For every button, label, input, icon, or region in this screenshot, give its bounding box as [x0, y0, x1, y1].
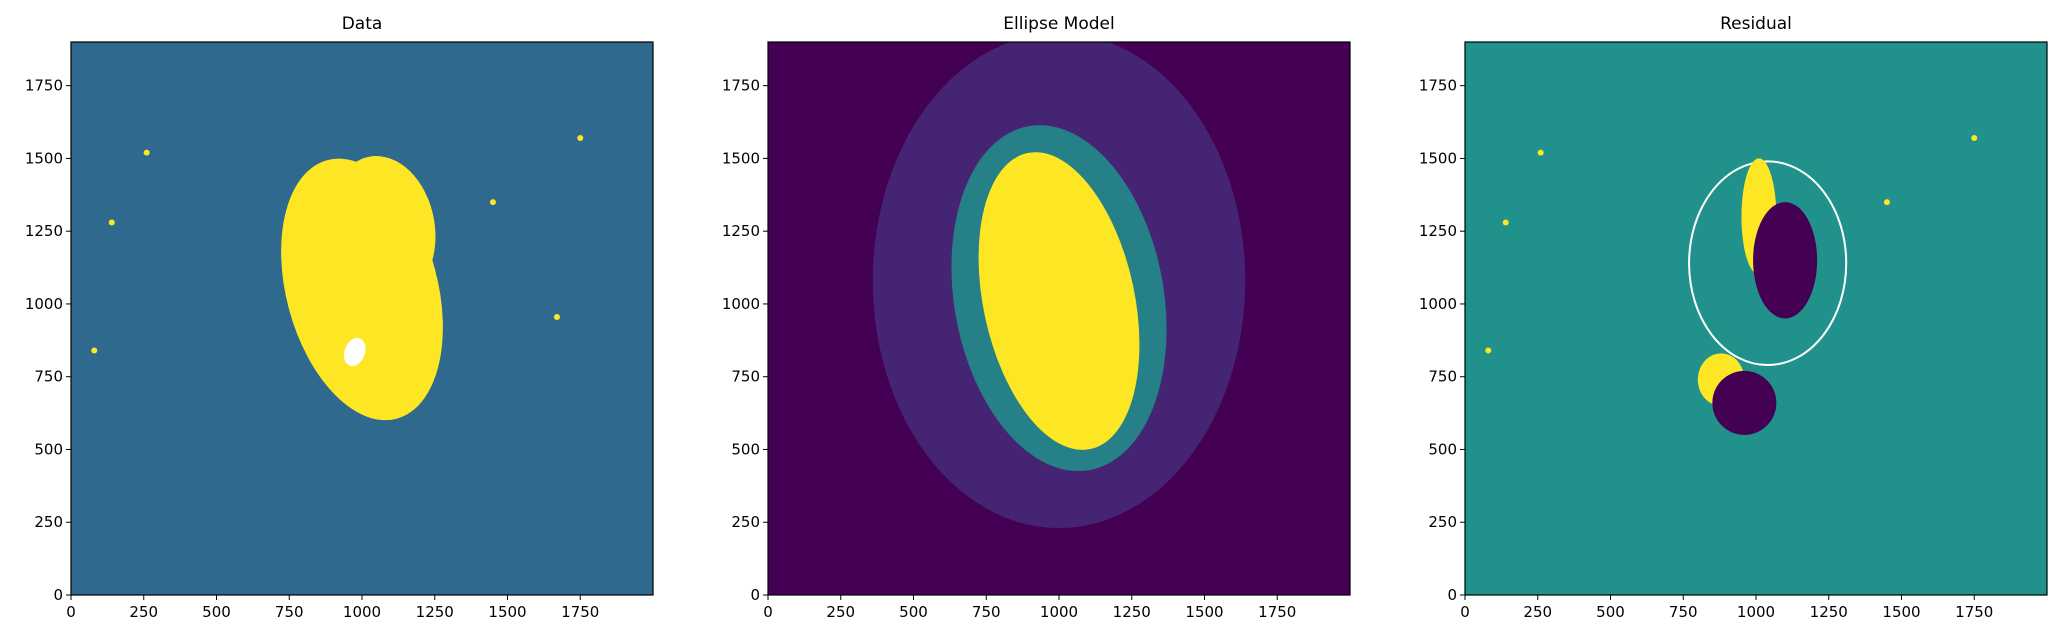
star-mark — [1502, 219, 1509, 226]
y-tick-label: 250 — [1428, 513, 1457, 531]
x-tick-label: 1500 — [488, 603, 526, 621]
x-tick-label: 250 — [129, 603, 158, 621]
x-tick-label: 1000 — [1040, 603, 1078, 621]
y-tick-label: 0 — [1447, 586, 1457, 604]
star-mark — [91, 347, 98, 354]
x-tick-label: 0 — [763, 603, 773, 621]
aperture-ellipse — [1688, 160, 1848, 367]
y-tick-label: 500 — [1428, 440, 1457, 458]
star-mark — [1883, 199, 1890, 206]
y-tick-label: 500 — [34, 440, 63, 458]
x-tick-label: 250 — [1523, 603, 1552, 621]
panel-data: Data 0 250 500 750 1000 1250 1500 1750 0 250 500 75… — [25, 14, 654, 621]
y-tick-label: 1250 — [722, 222, 760, 240]
panel-ellipse-model: Ellipse Model 0 250 500 750 1000 1250 1500 1750… — [722, 14, 1351, 621]
x-tick-label: 500 — [1596, 603, 1625, 621]
plot-area — [1465, 42, 2047, 595]
y-tick-label: 1000 — [25, 295, 63, 313]
x-tick-label: 1750 — [1258, 603, 1296, 621]
y-tick-label: 1500 — [722, 149, 760, 167]
star-mark — [553, 314, 560, 321]
negative-residual-mark — [1753, 202, 1818, 319]
x-tick-label: 1750 — [561, 603, 599, 621]
x-tick-label: 250 — [826, 603, 855, 621]
y-tick-label: 750 — [731, 368, 760, 386]
x-tick-label: 1000 — [1737, 603, 1775, 621]
star-mark — [577, 135, 584, 142]
y-tick-label: 1250 — [25, 222, 63, 240]
x-tick-label: 1500 — [1882, 603, 1920, 621]
y-tick-label: 1750 — [1419, 77, 1457, 95]
y-tick-label: 1250 — [1419, 222, 1457, 240]
y-tick-label: 250 — [731, 513, 760, 531]
x-tick-label: 1000 — [343, 603, 381, 621]
y-tick-label: 0 — [53, 586, 63, 604]
panel-title: Ellipse Model — [1003, 14, 1114, 34]
panel-residual: Residual 0 250 500 750 1000 1250 1500 1750 0 250 5… — [1419, 14, 2048, 621]
galaxy-lobe-mark — [329, 156, 436, 301]
panel-title: Data — [342, 14, 383, 34]
core-mark — [978, 152, 1140, 450]
panel-title: Residual — [1720, 14, 1792, 34]
y-tick-label: 1000 — [1419, 295, 1457, 313]
x-tick-label: 0 — [1460, 603, 1470, 621]
y-tick-label: 1750 — [722, 77, 760, 95]
star-mark — [1971, 135, 1978, 142]
x-tick-label: 500 — [202, 603, 231, 621]
x-tick-label: 1750 — [1955, 603, 1993, 621]
plot-area — [71, 42, 653, 595]
star-mark — [108, 219, 115, 226]
y-tick-label: 500 — [731, 440, 760, 458]
masked-region-mark — [343, 337, 366, 367]
y-tick-label: 1750 — [25, 77, 63, 95]
y-tick-label: 1500 — [1419, 149, 1457, 167]
x-tick-label: 750 — [1669, 603, 1698, 621]
x-tick-label: 1250 — [1810, 603, 1848, 621]
negative-residual-mark — [1712, 370, 1777, 435]
x-tick-label: 750 — [972, 603, 1001, 621]
y-tick-label: 1500 — [25, 149, 63, 167]
plot-area — [768, 42, 1350, 595]
x-tick-label: 0 — [66, 603, 76, 621]
star-mark — [489, 199, 496, 206]
x-tick-label: 750 — [275, 603, 304, 621]
x-tick-label: 500 — [899, 603, 928, 621]
y-tick-label: 750 — [1428, 368, 1457, 386]
y-tick-label: 0 — [750, 586, 760, 604]
x-tick-label: 1250 — [1113, 603, 1151, 621]
image-background — [1465, 42, 2047, 595]
star-mark — [1537, 149, 1544, 156]
y-tick-label: 250 — [34, 513, 63, 531]
x-tick-label: 1250 — [416, 603, 454, 621]
y-tick-label: 1000 — [722, 295, 760, 313]
star-mark — [143, 149, 150, 156]
x-tick-label: 1500 — [1185, 603, 1223, 621]
y-tick-label: 750 — [34, 368, 63, 386]
star-mark — [1485, 347, 1492, 354]
